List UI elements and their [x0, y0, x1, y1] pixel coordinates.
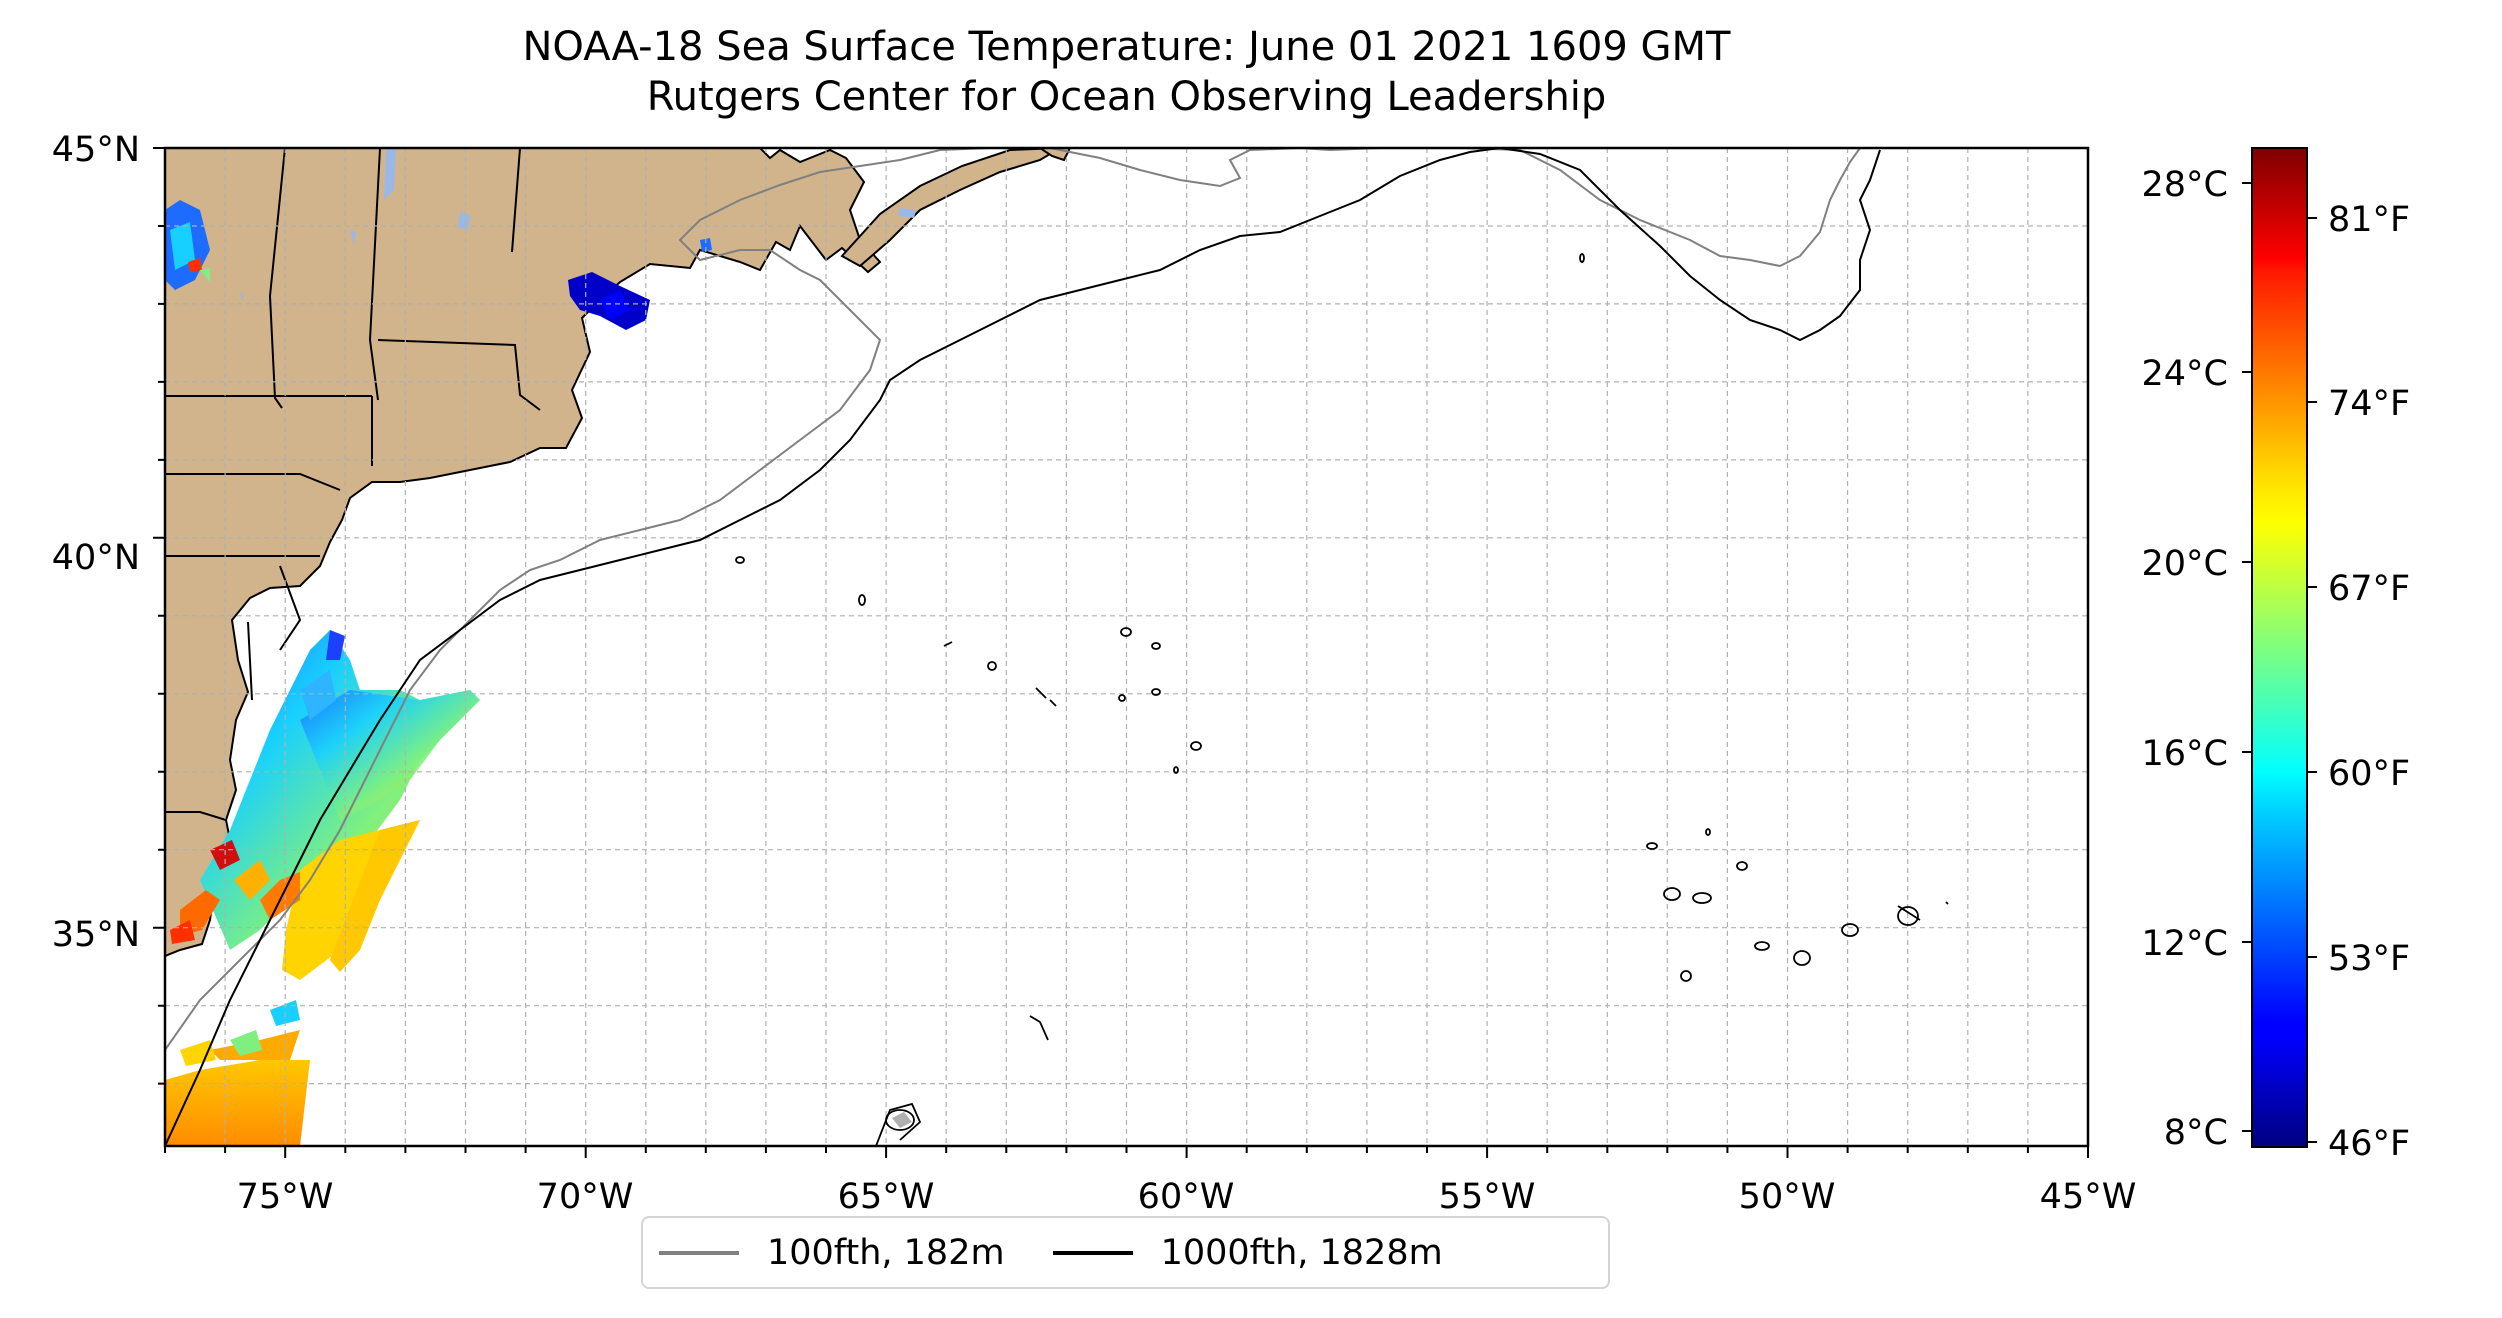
- seamounts: [735, 253, 1949, 1146]
- colorbar: 28°C 24°C 20°C 16°C 12°C 8°C 81°F 74°F 6…: [2142, 147, 2410, 1164]
- legend-label: 100fth, 182m: [767, 1232, 1005, 1273]
- lon-label: 45°W: [2040, 1177, 2137, 1217]
- lat-label: 45°N: [52, 130, 140, 170]
- title-line-1: NOAA-18 Sea Surface Temperature: June 01…: [522, 24, 1731, 70]
- seamount-fill: [892, 1112, 912, 1128]
- fahrenheit-label: 74°F: [2328, 384, 2410, 424]
- legend-item-1000fth: 1000fth, 1828m: [1052, 1232, 1443, 1273]
- lat-label: 40°N: [52, 538, 140, 578]
- lat-labels: 45°N 40°N 35°N: [52, 130, 140, 955]
- legend-line-black: [1052, 1250, 1133, 1255]
- celsius-label: 24°C: [2142, 354, 2228, 394]
- map-area: [165, 148, 2088, 1146]
- legend-label: 1000fth, 1828m: [1160, 1232, 1443, 1273]
- celsius-label: 28°C: [2142, 165, 2228, 205]
- celsius-label: 12°C: [2142, 924, 2228, 964]
- fahrenheit-label: 46°F: [2328, 1124, 2410, 1164]
- legend-item-100fth: 100fth, 182m: [659, 1233, 1005, 1273]
- fahrenheit-label: 53°F: [2328, 939, 2410, 979]
- fahrenheit-label: 60°F: [2328, 754, 2410, 794]
- land-nova-scotia: [840, 148, 1061, 268]
- title-line-2: Rutgers Center for Ocean Observing Leade…: [646, 74, 1607, 120]
- fahrenheit-label: 81°F: [2328, 200, 2410, 240]
- colorbar-gradient: [2251, 147, 2308, 1148]
- celsius-label: 16°C: [2142, 734, 2228, 774]
- lon-label: 55°W: [1439, 1177, 1536, 1217]
- lat-label: 35°N: [52, 915, 140, 955]
- lon-label: 50°W: [1739, 1177, 1836, 1217]
- legend-line-gray: [659, 1250, 739, 1255]
- lon-label: 65°W: [838, 1177, 935, 1217]
- lon-label: 60°W: [1138, 1177, 1235, 1217]
- lon-labels: 75°W 70°W 65°W 60°W 55°W 50°W 45°W: [237, 1177, 2137, 1217]
- lon-label: 75°W: [237, 1177, 334, 1217]
- axis-ticks: [153, 147, 2089, 1158]
- contour-100fth: [165, 148, 1861, 1051]
- legend: 100fth, 182m 1000fth, 1828m: [641, 1216, 1610, 1289]
- fahrenheit-label: 67°F: [2328, 569, 2410, 609]
- contour-1000fth: [165, 148, 1881, 1146]
- gridlines: [165, 148, 2088, 1146]
- celsius-label: 8°C: [2164, 1113, 2228, 1153]
- map-title: NOAA-18 Sea Surface Temperature: June 01…: [165, 22, 2088, 122]
- lon-label: 70°W: [537, 1177, 634, 1217]
- state-borders: [165, 148, 541, 821]
- celsius-label: 20°C: [2142, 544, 2228, 584]
